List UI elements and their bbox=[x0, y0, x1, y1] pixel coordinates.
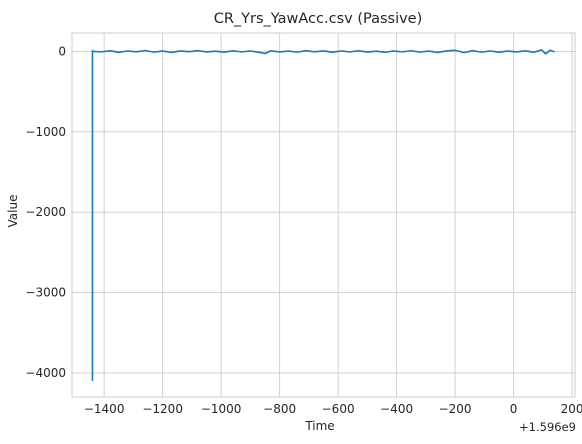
plot-area bbox=[91, 49, 555, 381]
x-tick-label: 200 bbox=[561, 402, 582, 416]
series-line bbox=[91, 49, 555, 381]
plot-border bbox=[71, 32, 576, 398]
x-axis-label: Time bbox=[304, 419, 334, 433]
chart-title: CR_Yrs_YawAcc.csv (Passive) bbox=[214, 11, 423, 27]
y-tick-label: −1000 bbox=[25, 125, 66, 139]
x-tick-label: −1000 bbox=[201, 402, 242, 416]
y-tick-label: 0 bbox=[58, 44, 66, 58]
x-tick-label: 0 bbox=[510, 402, 518, 416]
y-axis: 0 −1000 −2000 −3000 −4000 bbox=[25, 44, 66, 379]
x-tick-label: −600 bbox=[322, 402, 355, 416]
x-tick-label: −800 bbox=[263, 402, 296, 416]
x-tick-label: −400 bbox=[380, 402, 413, 416]
grid bbox=[72, 33, 575, 397]
y-tick-label: −2000 bbox=[25, 205, 66, 219]
x-axis: −1400 −1200 −1000 −800 −600 −400 −200 0 200 bbox=[84, 402, 582, 416]
y-tick-label: −4000 bbox=[25, 366, 66, 380]
x-tick-label: −200 bbox=[439, 402, 472, 416]
y-tick-label: −3000 bbox=[25, 286, 66, 300]
axes-frame bbox=[71, 32, 576, 398]
y-axis-label: Value bbox=[6, 195, 20, 228]
x-axis-offset: +1.596e9 bbox=[519, 420, 576, 434]
x-tick-label: −1200 bbox=[142, 402, 183, 416]
x-tick-label: −1400 bbox=[84, 402, 125, 416]
